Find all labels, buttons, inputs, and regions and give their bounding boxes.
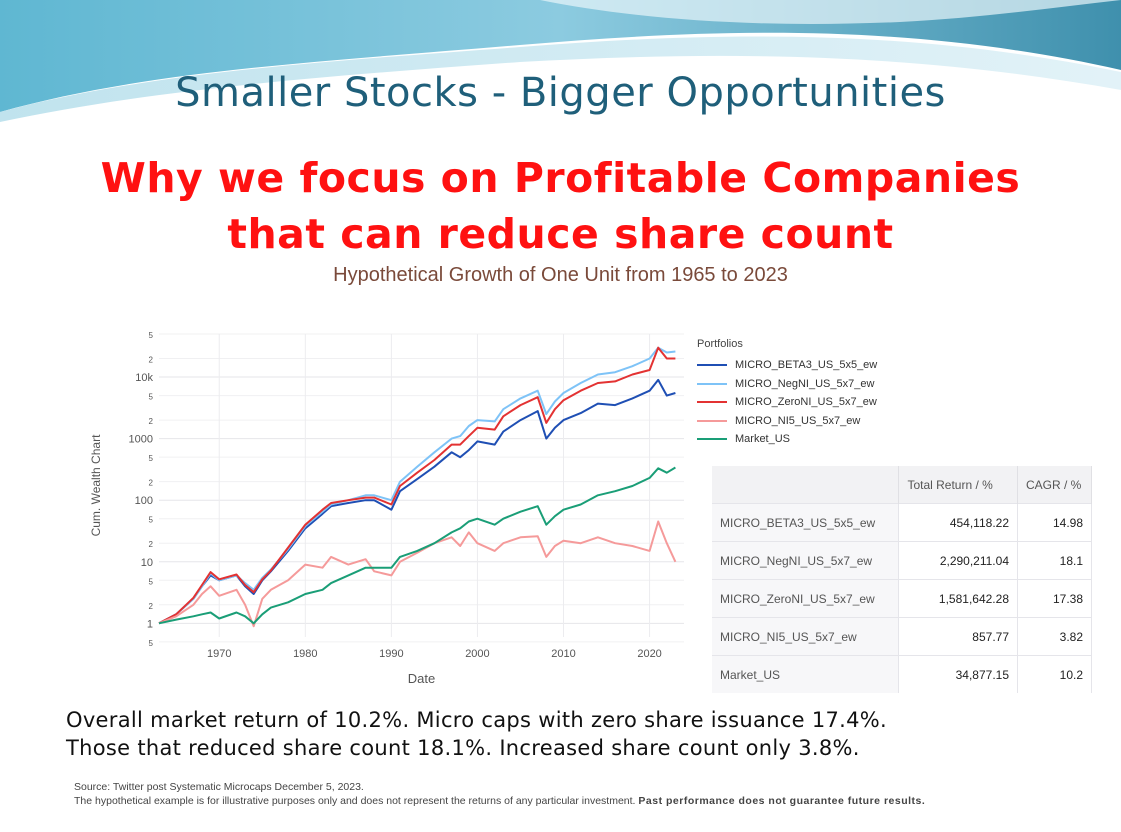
row-total-return: 454,118.22 — [898, 503, 1018, 542]
row-total-return: 1,581,642.28 — [898, 579, 1018, 618]
disclaimer-text: The hypothetical example is for illustra… — [74, 795, 636, 807]
row-portfolio-name: MICRO_NI5_US_5x7_ew — [712, 617, 900, 656]
row-cagr: 10.2 — [1017, 655, 1092, 693]
legend-title: Portfolios — [697, 338, 743, 350]
row-total-return: 34,877.15 — [898, 655, 1018, 693]
chart-subtitle: Hypothetical Growth of One Unit from 196… — [333, 264, 788, 286]
header-wave-decoration — [0, 0, 1121, 123]
table-row: MICRO_NI5_US_5x7_ew 857.77 3.82 — [712, 617, 1092, 656]
returns-table: Total Return / % CAGR / % MICRO_BETA3_US… — [712, 466, 1092, 693]
row-cagr: 18.1 — [1017, 541, 1092, 580]
y-tick-label: 5 — [149, 577, 154, 586]
table-header-portfolio — [712, 466, 900, 504]
y-tick-label: 2 — [149, 417, 154, 426]
series-line-MICRO_ZeroNI_US_5x7_ew — [158, 346, 676, 625]
y-tick-label: 2 — [149, 540, 154, 549]
x-tick-label: 1980 — [293, 648, 317, 660]
legend-item[interactable]: MICRO_BETA3_US_5x5_ew — [697, 356, 877, 375]
series-line-MICRO_NegNI_US_5x7_ew — [158, 346, 676, 625]
table-row: MICRO_ZeroNI_US_5x7_ew 1,581,642.28 17.3… — [712, 579, 1092, 618]
table-row: Market_US 34,877.15 10.2 — [712, 655, 1092, 693]
disclaimer: The hypothetical example is for illustra… — [74, 794, 1054, 808]
row-cagr: 14.98 — [1017, 503, 1092, 542]
legend-swatch — [697, 419, 727, 422]
row-portfolio-name: MICRO_ZeroNI_US_5x7_ew — [712, 579, 900, 618]
series-line-MICRO_NI5_US_5x7_ew — [158, 520, 677, 628]
table-row: MICRO_NegNI_US_5x7_ew 2,290,211.04 18.1 — [712, 541, 1092, 580]
summary-line-1: Overall market return of 10.2%. Micro ca… — [66, 708, 888, 732]
disclaimer-bold-text: Past performance does not guarantee futu… — [638, 795, 926, 807]
legend-item[interactable]: MICRO_NegNI_US_5x7_ew — [697, 375, 877, 394]
returns-table-panel: Total Return / % CAGR / % MICRO_BETA3_US… — [712, 466, 1098, 693]
x-tick-label: 1970 — [207, 648, 231, 660]
legend-label: MICRO_BETA3_US_5x5_ew — [735, 359, 878, 372]
chart-legend: Portfolios MICRO_BETA3_US_5x5_ew MICRO_Ne… — [697, 338, 877, 449]
y-tick-label: 10 — [141, 557, 153, 569]
legend-label: Market_US — [735, 433, 791, 446]
y-tick-label: 5 — [149, 393, 154, 402]
summary-line-2: Those that reduced share count 18.1%. In… — [66, 736, 860, 760]
y-tick-label: 100 — [135, 495, 153, 507]
y-tick-label: 5 — [149, 639, 154, 648]
row-portfolio-name: MICRO_NegNI_US_5x7_ew — [712, 541, 900, 580]
headline-line-1: Why we focus on Profitable Companies — [100, 154, 1021, 202]
x-tick-label: 1990 — [379, 648, 403, 660]
slide-title: Smaller Stocks - Bigger Opportunities — [175, 70, 946, 116]
table-header-total-return: Total Return / % — [898, 466, 1018, 504]
y-tick-label: 2 — [149, 356, 154, 365]
y-tick-label: 1 — [147, 618, 153, 630]
table-header-cagr: CAGR / % — [1017, 466, 1092, 504]
row-cagr: 17.38 — [1017, 579, 1092, 618]
row-portfolio-name: Market_US — [712, 655, 900, 693]
series-line-Market_US — [158, 466, 676, 625]
y-tick-label: 5 — [149, 516, 154, 525]
legend-swatch — [697, 364, 727, 367]
y-tick-label: 2 — [149, 479, 154, 488]
row-total-return: 2,290,211.04 — [898, 541, 1018, 580]
legend-label: MICRO_NI5_US_5x7_ew — [735, 414, 861, 427]
legend-swatch — [697, 438, 727, 441]
legend-swatch — [697, 401, 727, 404]
headline-line-2: that can reduce share count — [227, 210, 894, 258]
table-header-row: Total Return / % CAGR / % — [712, 466, 1092, 504]
legend-item[interactable]: MICRO_ZeroNI_US_5x7_ew — [697, 393, 877, 412]
y-tick-label: 10k — [135, 372, 153, 384]
y-tick-label: 5 — [149, 331, 154, 340]
legend-label: MICRO_ZeroNI_US_5x7_ew — [735, 396, 877, 409]
source-line: Source: Twitter post Systematic Microcap… — [74, 781, 364, 793]
y-axis-label: Cum. Wealth Chart — [89, 434, 103, 536]
x-tick-label: 2010 — [551, 648, 575, 660]
row-total-return: 857.77 — [898, 617, 1018, 656]
source-footnote: Source: Twitter post Systematic Microcap… — [74, 780, 1054, 808]
legend-swatch — [697, 382, 727, 385]
row-portfolio-name: MICRO_BETA3_US_5x5_ew — [712, 503, 900, 542]
x-tick-label: 2020 — [637, 648, 661, 660]
table-row: MICRO_BETA3_US_5x5_ew 454,118.22 14.98 — [712, 503, 1092, 542]
x-axis-label: Date — [408, 671, 435, 686]
legend-item[interactable]: MICRO_NI5_US_5x7_ew — [697, 412, 877, 431]
legend-item[interactable]: Market_US — [697, 430, 877, 449]
y-tick-label: 1000 — [129, 434, 153, 446]
y-tick-label: 5 — [149, 454, 154, 463]
series-line-MICRO_BETA3_US_5x5_ew — [158, 378, 676, 625]
legend-label: MICRO_NegNI_US_5x7_ew — [735, 377, 875, 390]
x-tick-label: 2000 — [465, 648, 489, 660]
chart-canvas: 5 1 2 5 10 2 5 100 2 5 1000 2 5 10k 2 5 1970 1980 1990 2000… — [89, 331, 684, 686]
row-cagr: 3.82 — [1017, 617, 1092, 656]
y-tick-label: 2 — [149, 602, 154, 611]
